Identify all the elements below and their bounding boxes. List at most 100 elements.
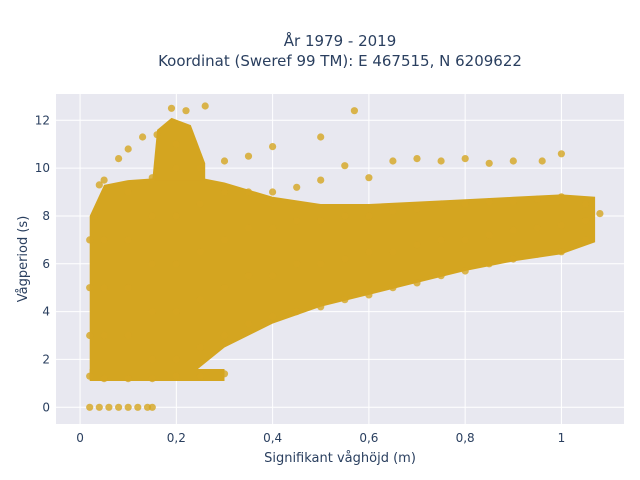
data-point — [509, 255, 517, 263]
data-point — [244, 272, 253, 280]
data-point — [167, 104, 176, 112]
data-point — [437, 272, 445, 280]
data-point — [220, 157, 229, 165]
data-point — [341, 162, 349, 170]
data-point — [244, 224, 253, 232]
data-point — [485, 231, 493, 239]
x-tick-label: 0 — [76, 431, 84, 445]
data-point — [196, 248, 204, 256]
y-tick-label: 4 — [42, 305, 50, 319]
y-tick-label: 6 — [42, 257, 50, 271]
data-point — [461, 200, 469, 208]
data-point — [124, 403, 132, 411]
data-point — [196, 296, 204, 304]
data-point — [86, 236, 94, 244]
data-point — [148, 212, 156, 220]
data-point — [365, 248, 373, 256]
data-point — [124, 188, 132, 196]
data-point — [139, 133, 147, 141]
data-point — [196, 164, 204, 172]
data-point — [124, 236, 132, 244]
data-point — [413, 279, 421, 287]
data-point — [124, 375, 132, 383]
data-point — [201, 102, 209, 110]
data-point — [86, 372, 94, 380]
data-point — [317, 303, 325, 311]
data-point — [172, 372, 180, 380]
data-point — [533, 250, 542, 258]
data-point — [509, 157, 517, 165]
point-cloud-density — [89, 117, 596, 381]
data-point — [95, 181, 103, 189]
data-point — [461, 236, 469, 244]
point-cloud-spike — [152, 117, 206, 181]
data-point — [115, 155, 123, 163]
x-axis-title: Signifikant våghöjd (m) — [264, 451, 416, 466]
data-point — [341, 212, 349, 220]
data-point — [244, 320, 253, 328]
data-point — [220, 331, 229, 340]
x-tick-label: 0,4 — [263, 431, 282, 445]
data-point — [90, 212, 99, 220]
data-point — [365, 174, 373, 182]
data-point — [269, 143, 277, 151]
data-point — [115, 403, 123, 411]
data-point — [172, 355, 180, 363]
data-point — [509, 226, 517, 234]
data-point — [485, 198, 493, 206]
y-tick-label: 2 — [42, 352, 50, 366]
data-point — [317, 176, 325, 184]
data-point — [557, 193, 566, 201]
y-tick-label: 10 — [35, 161, 50, 175]
data-point — [557, 248, 566, 256]
data-point — [389, 248, 397, 256]
x-tick-label: 1 — [558, 431, 566, 445]
data-point — [485, 159, 493, 167]
data-point — [124, 284, 132, 292]
data-point — [389, 207, 397, 215]
data-points — [86, 102, 604, 411]
data-point — [413, 241, 421, 249]
data-point — [220, 284, 229, 292]
data-point — [581, 200, 590, 208]
data-point — [148, 174, 156, 182]
data-point — [413, 205, 421, 213]
data-point — [341, 255, 349, 263]
data-point — [100, 375, 108, 383]
data-point — [220, 370, 229, 378]
data-point — [124, 331, 132, 340]
data-point — [153, 131, 161, 139]
data-point — [172, 164, 180, 172]
data-point — [596, 210, 604, 218]
data-point — [196, 343, 204, 352]
data-point — [86, 284, 94, 292]
data-point — [557, 150, 566, 158]
data-point — [172, 308, 180, 316]
data-point — [389, 157, 397, 165]
data-point — [100, 236, 108, 244]
data-point — [269, 188, 277, 196]
data-point — [413, 155, 421, 163]
data-point — [86, 403, 94, 411]
data-point — [220, 188, 229, 196]
data-point — [533, 195, 542, 203]
data-point — [148, 403, 156, 411]
x-tick-label: 0,8 — [456, 431, 475, 445]
data-point — [172, 260, 180, 268]
y-tick-label: 8 — [42, 209, 50, 223]
data-point — [148, 355, 156, 363]
data-point — [293, 308, 301, 316]
data-point — [437, 157, 445, 165]
data-point — [105, 403, 113, 411]
y-tick-label: 0 — [42, 400, 50, 414]
y-axis-title: Vågperiod (s) — [16, 216, 31, 303]
data-point — [317, 260, 325, 268]
data-point — [244, 152, 253, 160]
data-point — [269, 224, 277, 232]
data-point — [172, 212, 180, 220]
data-point — [100, 176, 108, 184]
data-point — [172, 140, 180, 148]
data-point — [581, 236, 590, 244]
